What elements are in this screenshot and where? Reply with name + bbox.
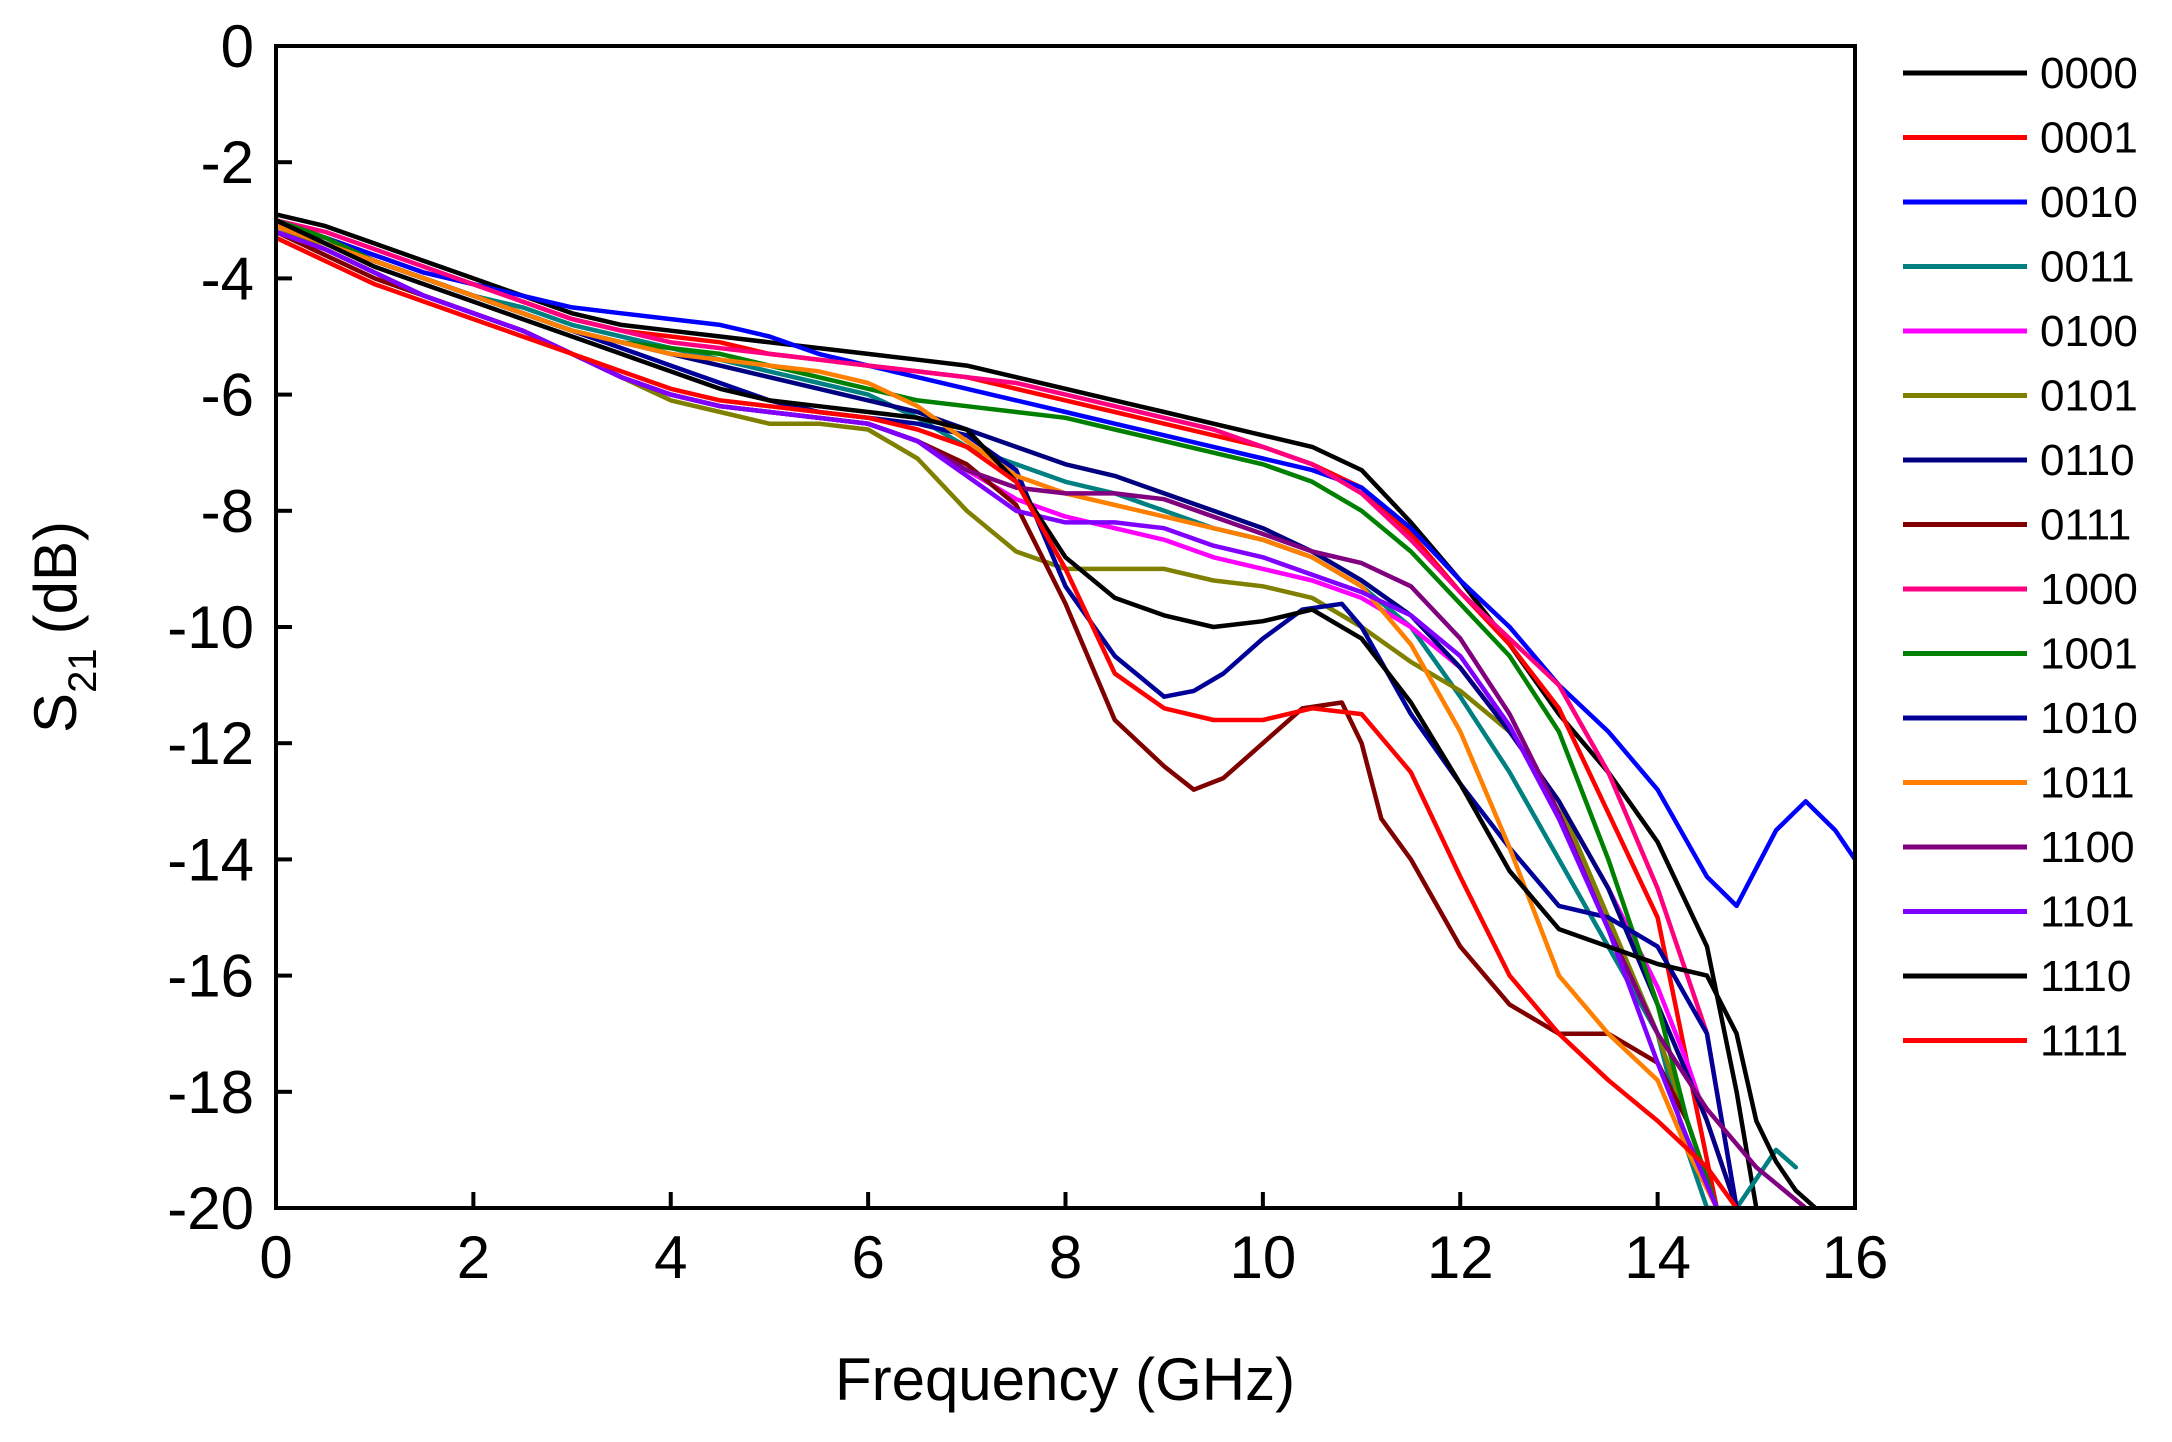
series-line-1110 — [276, 218, 1818, 1208]
y-tick-label-0: 0 — [221, 13, 254, 80]
legend-label-0101: 0101 — [2040, 372, 2138, 421]
legend-label-0000: 0000 — [2040, 49, 2138, 98]
x-tick-label-0: 0 — [259, 1224, 292, 1291]
legend-label-0100: 0100 — [2040, 307, 2138, 356]
legend-label-0111: 0111 — [2040, 501, 2131, 550]
x-tick-label-4: 4 — [654, 1224, 687, 1291]
y-tick-label--16: -16 — [167, 943, 254, 1010]
legend-label-1110: 1110 — [2040, 952, 2131, 1001]
legend-label-1010: 1010 — [2040, 694, 2138, 743]
series-line-0010 — [276, 218, 1855, 909]
series-line-1011 — [276, 223, 1720, 1208]
y-tick-label--14: -14 — [167, 826, 254, 893]
series-line-0000 — [276, 212, 1759, 1208]
legend-label-1011: 1011 — [2040, 759, 2135, 808]
y-tick-label--4: -4 — [201, 245, 254, 312]
x-tick-label-16: 16 — [1822, 1224, 1889, 1291]
legend: 0000 0001 0010 0011 0100 0101 0110 0111 1000 1001… — [1903, 49, 2138, 1066]
y-tick-label--10: -10 — [167, 594, 254, 661]
y-tick-label--18: -18 — [167, 1059, 254, 1126]
y-axis-title-main: S — [22, 693, 89, 733]
series-line-1101 — [276, 229, 1720, 1208]
series-line-1000 — [276, 218, 1739, 1208]
y-axis-title-subscript: 21 — [61, 648, 105, 693]
x-tick-label-6: 6 — [851, 1224, 884, 1291]
legend-label-0011: 0011 — [2040, 243, 2135, 292]
y-tick-label--2: -2 — [201, 129, 254, 196]
y-axis-title-unit: (dB) — [22, 521, 89, 634]
x-tick-label-10: 10 — [1230, 1224, 1297, 1291]
x-tick-label-12: 12 — [1427, 1224, 1494, 1291]
y-tick-label--8: -8 — [201, 478, 254, 545]
x-tick-label-8: 8 — [1049, 1224, 1082, 1291]
series-line-1111 — [276, 235, 1739, 1208]
y-tick-label--12: -12 — [167, 710, 254, 777]
svg-text:S21(dB): S21 (dB) — [22, 521, 105, 733]
x-axis-title: Frequency (GHz) — [835, 1346, 1295, 1413]
x-tick-label-14: 14 — [1624, 1224, 1691, 1291]
series-line-0110 — [276, 218, 1739, 1208]
legend-label-0110: 0110 — [2040, 436, 2135, 485]
legend-label-1100: 1100 — [2040, 823, 2135, 872]
y-axis-title: S21 (dB) — [22, 521, 105, 733]
y-tick-label--6: -6 — [201, 362, 254, 429]
legend-label-1000: 1000 — [2040, 565, 2138, 614]
legend-label-0010: 0010 — [2040, 178, 2138, 227]
legend-label-0001: 0001 — [2040, 114, 2138, 163]
y-tick-label--20: -20 — [167, 1175, 254, 1242]
ticks-layer: 0 2 4 6 8 10 12 14 16 0 -2 -4 -6 -8 -10 -12 -14 -16 -18 -20 — [167, 13, 1888, 1291]
x-tick-label-2: 2 — [457, 1224, 490, 1291]
series-line-0100 — [276, 229, 1739, 1208]
legend-label-1111: 1111 — [2040, 1017, 2128, 1066]
plot-frame — [274, 44, 1857, 1210]
legend-label-1001: 1001 — [2040, 630, 2138, 679]
legend-label-1101: 1101 — [2040, 888, 2135, 937]
lines-layer — [276, 212, 1855, 1208]
series-line-1010 — [276, 218, 1739, 1208]
series-line-0011 — [276, 223, 1799, 1208]
